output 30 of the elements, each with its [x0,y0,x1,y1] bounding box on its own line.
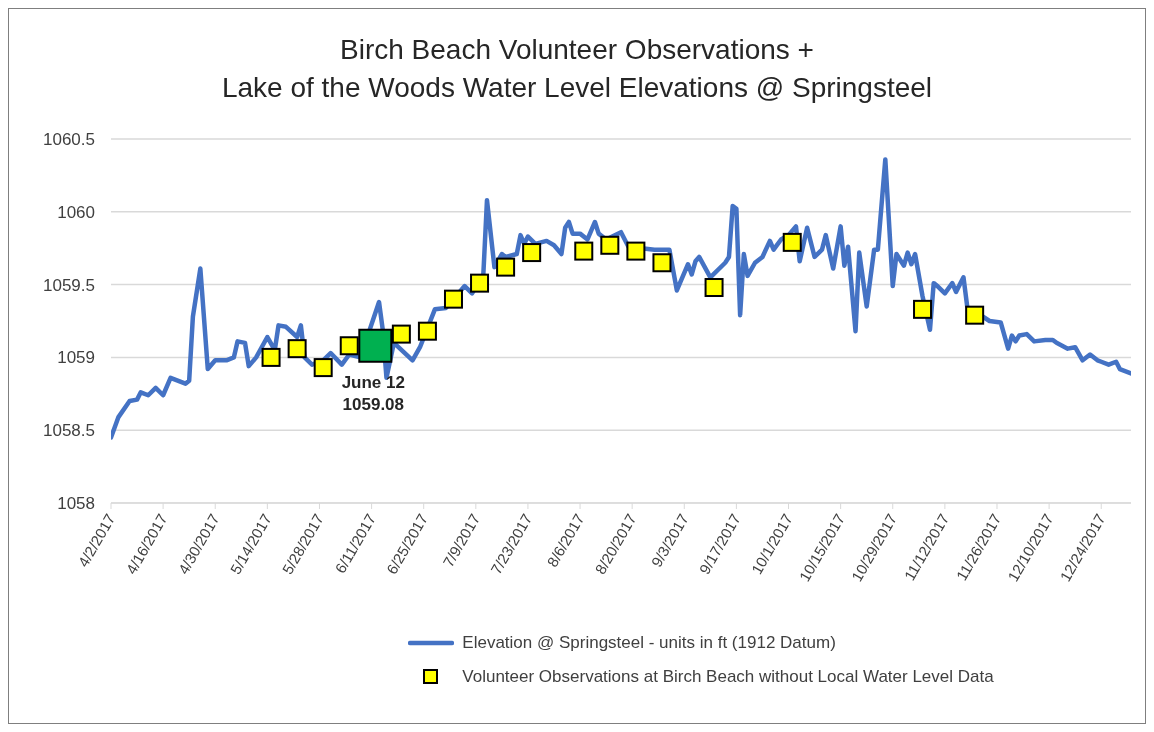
point [574,241,594,261]
point [287,339,307,359]
y-tick-label: 1060 [57,202,95,222]
point [965,305,985,325]
point [913,299,933,319]
point [313,358,333,378]
point [782,232,802,252]
y-tick-label: 1059.5 [43,275,95,295]
point [704,278,724,298]
y-tick-label: 1059 [57,348,95,368]
point [443,289,463,309]
annotation: June 12 1059.08 [341,372,405,414]
point [600,235,620,255]
point [358,328,393,363]
chart-title: Birch Beach Volunteer Observations + Lake of the Woods Water Level Elevations @ Springsteel [220,33,934,105]
point [261,347,281,367]
point [626,241,646,261]
y-tick-label: 1058.5 [43,421,95,441]
legend-label: Elevation @ Springsteel - units in ft (1912 Datum) [462,633,836,653]
point [391,324,411,344]
point [339,336,359,356]
line-series [111,157,1131,440]
point [496,257,516,277]
y-tick-label: 1058 [57,494,95,514]
point [522,243,542,263]
y-tick-label: 1060.5 [43,130,95,150]
point [417,321,437,341]
legend-label: Volunteer Observations at Birch Beach without Local Water Level Data [462,667,994,687]
point [652,253,672,273]
point [470,273,490,293]
